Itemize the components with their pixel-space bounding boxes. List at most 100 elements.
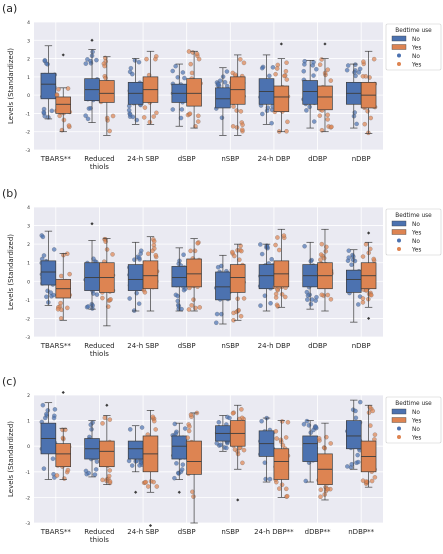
data-point <box>232 447 238 452</box>
data-point <box>304 108 309 113</box>
y-tick-label: 2 <box>27 57 30 63</box>
data-point <box>100 421 105 426</box>
flier <box>177 490 181 494</box>
data-point <box>346 248 352 253</box>
x-tick-label-line: 24-h SBP <box>127 528 159 536</box>
data-point <box>188 61 194 67</box>
data-point <box>325 117 330 122</box>
legend-entry: Yes <box>411 62 421 68</box>
data-point <box>58 273 64 279</box>
data-point <box>185 435 190 441</box>
data-point <box>137 463 142 468</box>
data-point <box>146 251 151 257</box>
data-point <box>154 484 160 489</box>
data-point <box>110 252 115 257</box>
legend-entry: Yes <box>411 435 421 441</box>
legend: Bedtime use No Yes No Yes <box>385 208 442 256</box>
data-point <box>151 239 157 244</box>
box-no <box>302 435 318 462</box>
legend-marker <box>397 435 401 439</box>
x-tick-label-line: nDBP <box>352 342 371 350</box>
x-tick-label-line: dSBP <box>178 528 196 536</box>
data-point <box>319 241 325 247</box>
panel-label: (c) <box>2 375 17 388</box>
flier <box>279 42 283 46</box>
x-tick-label-line: TBARS** <box>40 155 72 163</box>
data-point <box>61 117 67 123</box>
data-point <box>65 305 70 311</box>
box-no <box>127 264 144 291</box>
data-point <box>136 59 142 65</box>
y-tick-label: 4 <box>27 20 30 26</box>
data-point <box>321 255 327 261</box>
data-point <box>194 51 200 57</box>
data-point <box>230 410 236 416</box>
data-point <box>44 411 49 417</box>
flier <box>148 523 153 528</box>
legend-swatch <box>391 35 407 42</box>
data-point <box>175 293 181 299</box>
data-point <box>108 297 113 302</box>
legend-marker <box>397 62 401 66</box>
data-point <box>269 256 274 262</box>
data-point <box>138 251 143 256</box>
data-point <box>278 437 284 443</box>
data-point <box>241 447 247 453</box>
data-point <box>86 470 91 476</box>
data-point <box>232 253 237 259</box>
data-point <box>143 479 149 485</box>
box-no <box>302 80 318 105</box>
y-tick-label: -2 <box>26 316 31 322</box>
y-tick-label: 0 <box>27 93 30 99</box>
box-yes <box>229 264 246 293</box>
x-tick-label-line: dSBP <box>178 155 196 163</box>
data-point <box>274 66 280 71</box>
data-point <box>360 300 366 305</box>
y-axis-label: Levels (Standardized) <box>7 234 15 310</box>
x-tick-label: nDBP <box>352 155 371 163</box>
data-point <box>284 60 289 65</box>
data-point <box>182 75 187 81</box>
x-tick-label: dDBP** <box>305 528 331 536</box>
data-point <box>311 73 316 78</box>
data-point <box>147 119 153 125</box>
legend-entry: No <box>412 37 420 43</box>
data-point <box>357 399 363 405</box>
data-point <box>126 107 132 113</box>
data-point <box>270 65 276 70</box>
y-tick-label: 3 <box>27 224 30 230</box>
data-point <box>314 66 319 72</box>
x-tick-label-line: 24-h DBP <box>258 342 291 350</box>
y-tick-label: 1 <box>27 261 30 267</box>
box-yes <box>229 76 246 105</box>
data-point <box>66 123 72 128</box>
box-no <box>127 440 144 460</box>
data-point <box>370 408 376 414</box>
data-point <box>239 127 245 132</box>
data-point <box>241 60 247 66</box>
data-point <box>179 467 185 472</box>
legend-entry: Yes <box>411 247 421 253</box>
data-point <box>93 467 99 472</box>
data-point <box>190 489 195 495</box>
data-point <box>234 108 239 113</box>
data-point <box>302 243 307 249</box>
y-tick-label: -2 <box>26 495 31 501</box>
legend-title: Bedtime use <box>395 28 432 34</box>
data-point <box>371 56 377 62</box>
data-point <box>107 417 113 422</box>
x-tick-label: TBARS** <box>40 528 72 536</box>
data-point <box>260 111 265 117</box>
data-point <box>176 303 182 309</box>
data-point <box>224 445 229 451</box>
data-point <box>319 127 325 133</box>
y-tick-label: 3 <box>27 38 30 44</box>
data-point <box>276 247 282 253</box>
data-point <box>301 421 307 427</box>
x-tick-label: nSBP <box>221 155 239 163</box>
data-point <box>175 298 181 304</box>
data-point <box>231 104 236 109</box>
data-point <box>51 292 56 298</box>
flier <box>323 42 327 46</box>
